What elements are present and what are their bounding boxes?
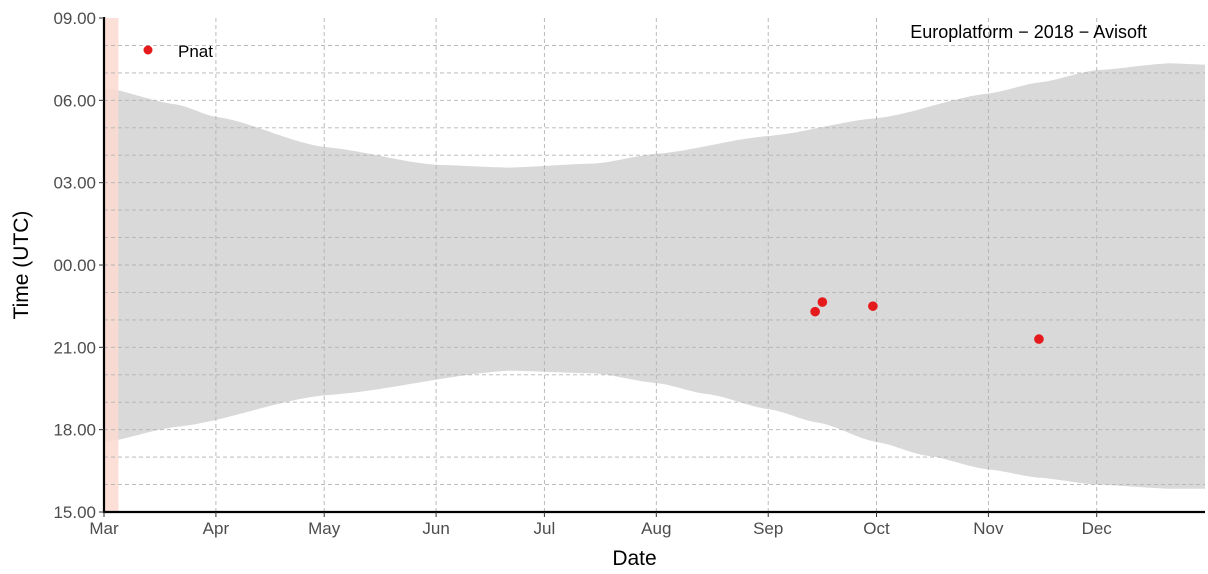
y-tick-label: 06.00: [53, 91, 96, 110]
x-tick-label: Dec: [1082, 519, 1113, 538]
y-tick-label: 21.00: [53, 338, 96, 357]
y-tick-label: 00.00: [53, 256, 96, 275]
x-axis-title: Date: [612, 547, 656, 570]
night-band-area: [104, 63, 1205, 489]
y-tick-label: 03.00: [53, 174, 96, 193]
y-tick-label: 15.00: [53, 503, 96, 522]
night-band: [104, 63, 1205, 489]
data-point-pnat: [868, 301, 878, 311]
x-tick-label: Jul: [534, 519, 556, 538]
data-points: [810, 297, 1044, 344]
data-point-pnat: [817, 297, 828, 307]
x-tick-labels: Mar Apr May Jun Jul Aug Sep Oct Nov Dec: [89, 512, 1112, 538]
legend-label-pnat: Pnat: [178, 42, 213, 61]
y-tick-labels: 15.00 18.00 21.00 00.00 03.00 06.00 09.00: [53, 9, 104, 522]
grid: [104, 18, 1205, 512]
x-tick-label: Nov: [973, 519, 1004, 538]
legend: Pnat: [143, 42, 213, 61]
legend-marker-pnat: [143, 45, 153, 55]
x-tick-label: Aug: [641, 519, 671, 538]
chart-annotation: Europlatform − 2018 − Avisoft: [910, 22, 1147, 42]
data-point-pnat: [810, 306, 820, 317]
x-tick-label: Jun: [422, 519, 449, 538]
x-tick-label: Sep: [753, 519, 783, 538]
x-tick-label: May: [308, 519, 341, 538]
x-tick-label: Oct: [863, 519, 890, 538]
data-point-pnat: [1034, 334, 1044, 344]
x-tick-label: Mar: [89, 519, 119, 538]
y-axis-title: Time (UTC): [10, 211, 33, 320]
x-tick-label: Apr: [203, 519, 230, 538]
y-tick-label: 18.00: [53, 421, 96, 440]
y-tick-label: 09.00: [53, 9, 96, 28]
